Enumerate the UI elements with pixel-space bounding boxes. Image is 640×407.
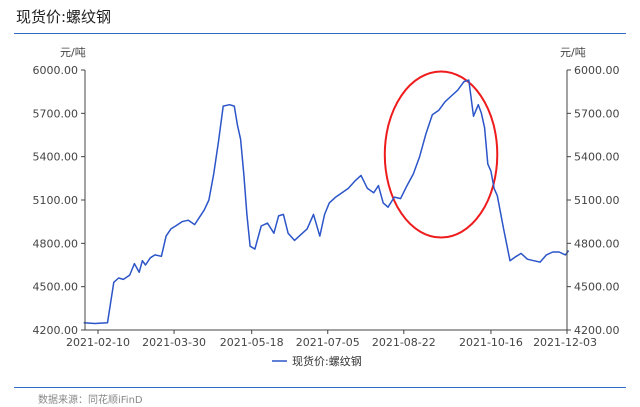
right-axis-unit: 元/吨 — [560, 46, 586, 59]
series-line-rebar-spot-price — [83, 79, 570, 325]
y-tick-label-right: 4200.00 — [574, 324, 620, 337]
x-tick-label: 2021-05-18 — [220, 336, 284, 349]
x-tick-label: 2021-08-22 — [372, 336, 436, 349]
y-tick-label-left: 5400.00 — [33, 151, 79, 164]
y-tick-label-left: 4500.00 — [33, 281, 79, 294]
y-tick-label-right: 5100.00 — [574, 194, 620, 207]
x-tick-label: 2021-12-03 — [533, 336, 597, 349]
bottom-rule — [14, 387, 626, 388]
y-tick-label-left: 4200.00 — [33, 324, 79, 337]
left-axis-unit: 元/吨 — [60, 46, 86, 59]
y-tick-label-right: 4800.00 — [574, 237, 620, 250]
legend-label: 现货价:螺纹钢 — [292, 354, 362, 368]
y-tick-label-left: 4800.00 — [33, 237, 79, 250]
x-tick-label: 2021-10-16 — [459, 336, 523, 349]
y-tick-label-right: 6000.00 — [574, 64, 620, 77]
chart-title: 现货价:螺纹钢 — [16, 8, 112, 26]
top-rule — [14, 33, 626, 34]
x-tick-label: 2021-02-10 — [66, 336, 130, 349]
x-tick-label: 2021-03-30 — [142, 336, 206, 349]
y-tick-label-left: 5100.00 — [33, 194, 79, 207]
y-tick-label-right: 5400.00 — [574, 151, 620, 164]
data-source-note: 数据来源：同花顺iFinD — [38, 395, 143, 406]
y-tick-label-left: 5700.00 — [33, 107, 79, 120]
highlight-ellipse — [383, 70, 499, 239]
line-chart: 4200.00 4200.00 4500.00 4500.00 4800.00 4800.… — [33, 46, 620, 368]
y-tick-label-left: 6000.00 — [33, 64, 79, 77]
legend: 现货价:螺纹钢 — [272, 354, 362, 368]
y-tick-label-right: 5700.00 — [574, 107, 620, 120]
x-tick-label: 2021-07-05 — [296, 336, 360, 349]
y-tick-label-right: 4500.00 — [574, 281, 620, 294]
